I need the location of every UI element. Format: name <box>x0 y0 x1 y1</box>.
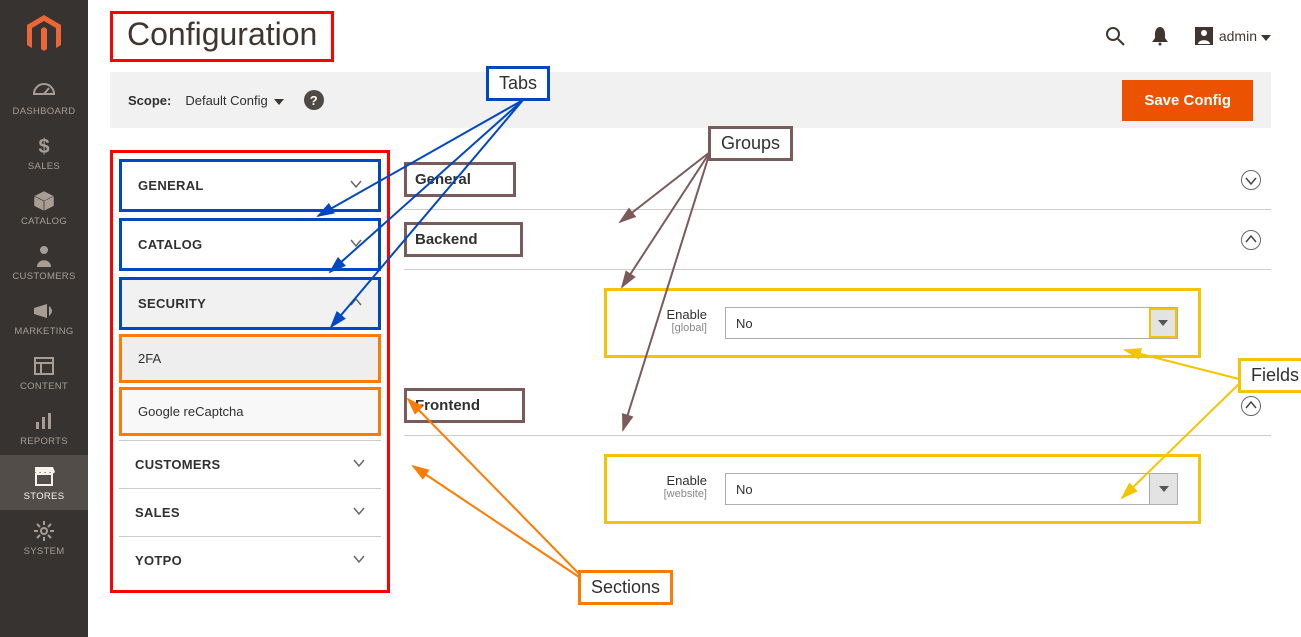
chevron-down-icon <box>353 505 365 520</box>
config-groups-panel: GeneralBackendEnable[global]NoFrontendEn… <box>404 150 1271 593</box>
field-label: Enable <box>627 473 707 488</box>
tab-label: GENERAL <box>138 178 204 193</box>
dropdown-button-icon <box>1149 474 1177 504</box>
admin-left-nav: DASHBOARD $ SALES CATALOG CUSTOMERS MARKETING… <box>0 0 88 637</box>
nav-item-catalog[interactable]: CATALOG <box>0 180 88 235</box>
magento-logo-icon <box>27 15 61 55</box>
caret-down-icon <box>274 93 284 108</box>
config-tab-yotpo[interactable]: YOTPO <box>119 536 381 584</box>
field-enable: Enable[global] No <box>604 288 1201 358</box>
config-tabs-panel: GENERAL CATALOG SECURITY 2FA Google reCaptch… <box>110 150 390 593</box>
layout-icon <box>34 355 54 377</box>
megaphone-icon <box>33 300 55 322</box>
person-icon <box>36 245 52 267</box>
gear-icon <box>34 520 54 542</box>
nav-label: CATALOG <box>21 216 67 227</box>
scope-value: Default Config <box>185 93 267 108</box>
field-value: No <box>726 316 1149 331</box>
chevron-down-icon <box>350 178 362 193</box>
tab-label: CATALOG <box>138 237 202 252</box>
tab-label: CUSTOMERS <box>135 457 221 472</box>
cube-icon <box>33 190 55 212</box>
nav-item-dashboard[interactable]: DASHBOARD <box>0 70 88 125</box>
config-tab-sales[interactable]: SALES <box>119 488 381 536</box>
nav-item-reports[interactable]: REPORTS <box>0 400 88 455</box>
nav-label: STORES <box>24 491 65 502</box>
config-tab-security[interactable]: SECURITY <box>119 277 381 330</box>
chevron-down-icon <box>353 457 365 472</box>
field-select[interactable]: No <box>725 473 1178 505</box>
field-enable: Enable[website] No <box>604 454 1201 524</box>
nav-label: SYSTEM <box>24 546 65 557</box>
nav-item-customers[interactable]: CUSTOMERS <box>0 235 88 290</box>
chevron-down-icon <box>350 237 362 252</box>
scope-select[interactable]: Default Config <box>185 93 283 108</box>
field-scope: [website] <box>627 488 707 500</box>
field-label: Enable <box>627 307 707 322</box>
config-group-backend[interactable]: Backend <box>404 210 1271 270</box>
admin-name: admin <box>1219 28 1257 44</box>
tab-label: YOTPO <box>135 553 182 568</box>
dollar-icon: $ <box>37 135 51 157</box>
field-value: No <box>726 482 1149 497</box>
search-icon[interactable] <box>1105 26 1125 46</box>
admin-account-menu[interactable]: admin <box>1195 27 1271 45</box>
nav-label: REPORTS <box>20 436 68 447</box>
scope-bar: Scope: Default Config ? Save Config <box>110 72 1271 128</box>
top-bar: Configuration admin <box>88 0 1301 72</box>
dashboard-icon <box>32 80 56 102</box>
group-title: General <box>404 162 516 197</box>
group-toggle-icon <box>1241 396 1261 416</box>
save-config-button[interactable]: Save Config <box>1122 80 1253 121</box>
nav-label: CONTENT <box>20 381 68 392</box>
config-group-frontend[interactable]: Frontend <box>404 376 1271 436</box>
config-group-general[interactable]: General <box>404 150 1271 210</box>
caret-down-icon <box>1261 28 1271 44</box>
config-tab-customers[interactable]: CUSTOMERS <box>119 440 381 488</box>
config-section-google-recaptcha[interactable]: Google reCaptcha <box>119 387 381 436</box>
chevron-up-icon <box>350 296 362 311</box>
svg-text:$: $ <box>38 136 49 157</box>
main-area: Configuration admin Scope: Default Confi… <box>88 0 1301 637</box>
group-toggle-icon <box>1241 170 1261 190</box>
tab-label: SECURITY <box>138 296 206 311</box>
nav-item-content[interactable]: CONTENT <box>0 345 88 400</box>
group-title: Frontend <box>404 388 525 423</box>
config-tab-general[interactable]: GENERAL <box>119 159 381 212</box>
nav-label: DASHBOARD <box>13 106 76 117</box>
nav-item-stores[interactable]: STORES <box>0 455 88 510</box>
bars-icon <box>34 410 54 432</box>
field-scope: [global] <box>627 322 707 334</box>
group-toggle-icon <box>1241 230 1261 250</box>
scope-label: Scope: <box>128 93 171 108</box>
field-select[interactable]: No <box>725 307 1178 339</box>
scope-help-icon[interactable]: ? <box>304 90 324 110</box>
nav-item-system[interactable]: SYSTEM <box>0 510 88 565</box>
storefront-icon <box>33 465 55 487</box>
group-title: Backend <box>404 222 523 257</box>
nav-item-sales[interactable]: $ SALES <box>0 125 88 180</box>
section-label: Google reCaptcha <box>122 390 378 433</box>
tab-label: SALES <box>135 505 180 520</box>
dropdown-button-icon <box>1149 308 1177 338</box>
magento-logo[interactable] <box>0 0 88 70</box>
page-title: Configuration <box>110 11 334 62</box>
nav-label: CUSTOMERS <box>12 271 75 282</box>
notifications-icon[interactable] <box>1151 26 1169 46</box>
section-label: 2FA <box>122 337 378 380</box>
nav-label: SALES <box>28 161 60 172</box>
nav-item-marketing[interactable]: MARKETING <box>0 290 88 345</box>
nav-label: MARKETING <box>14 326 73 337</box>
person-icon <box>1195 27 1213 45</box>
config-section-2fa[interactable]: 2FA <box>119 334 381 383</box>
chevron-down-icon <box>353 553 365 568</box>
config-tab-catalog[interactable]: CATALOG <box>119 218 381 271</box>
